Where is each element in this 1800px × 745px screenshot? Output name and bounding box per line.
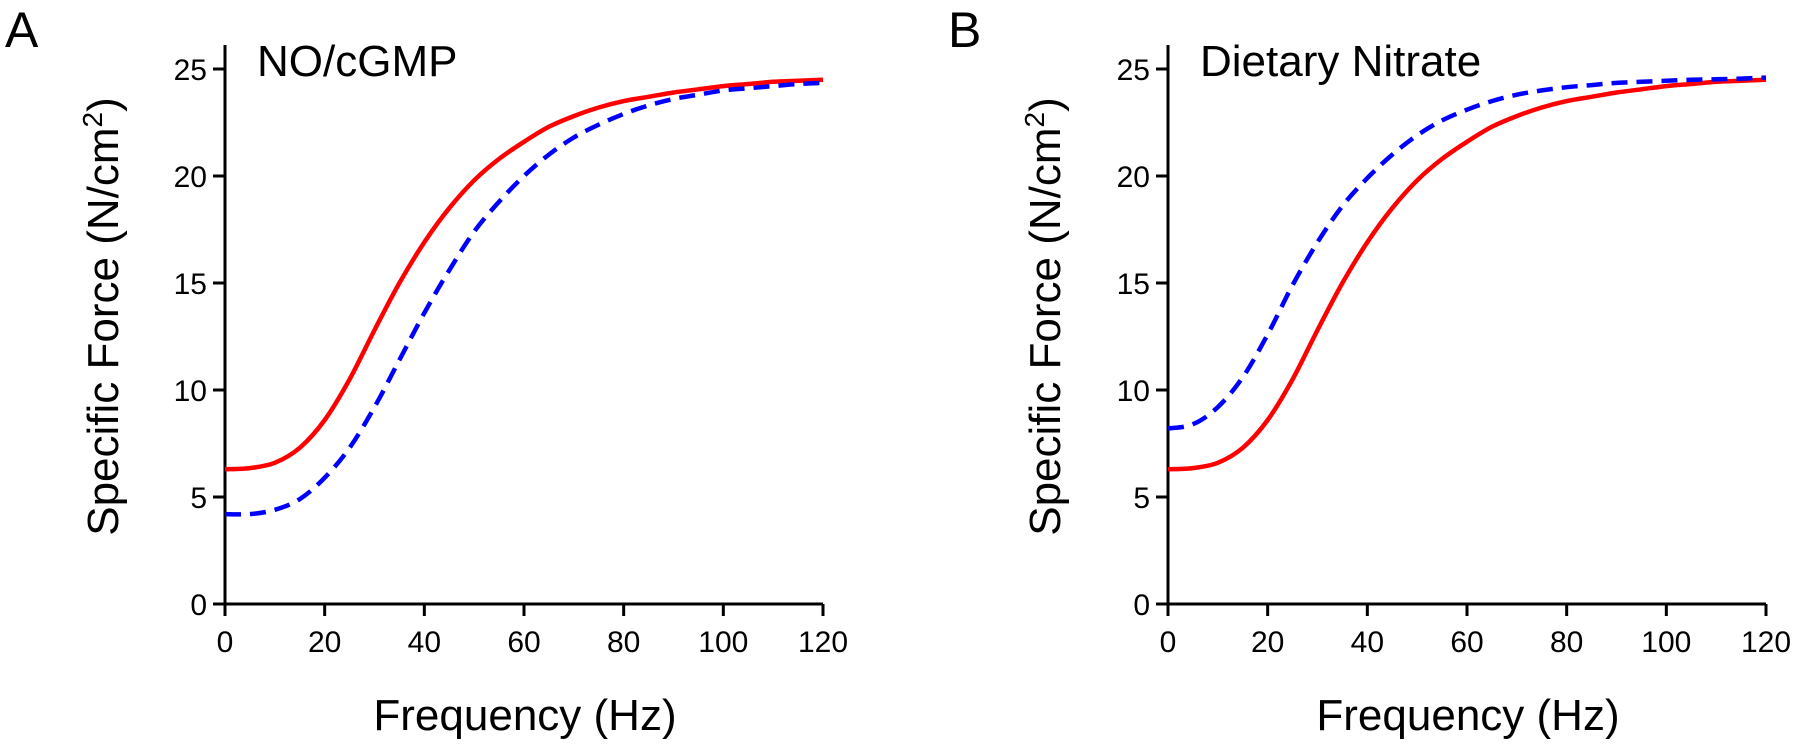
panel-label: B (948, 2, 981, 58)
x-axis-title: Frequency (Hz) (1316, 691, 1619, 740)
x-tick-label: 100 (698, 626, 748, 659)
x-tick-label: 40 (1351, 626, 1384, 659)
y-tick-label: 20 (174, 161, 207, 194)
chart-title: Dietary Nitrate (1200, 37, 1481, 86)
panel-a: A NO/cGMP 0 5 10 15 20 25 0 20 40 60 80 100 120 Frequen… (5, 2, 848, 740)
y-tick-label: 25 (174, 54, 207, 87)
y-tick-label: 0 (190, 589, 207, 622)
x-tick-label: 120 (798, 626, 848, 659)
y-tick-label: 5 (190, 482, 207, 515)
y-tick-label: 10 (174, 375, 207, 408)
y-tick-label: 15 (1117, 268, 1150, 301)
y-tick-label: 10 (1117, 375, 1150, 408)
y-axis-title: Specific Force (N/cm2) (77, 97, 128, 536)
panel-b: B Dietary Nitrate 0 5 10 15 20 25 0 20 40 60 80 100 12… (948, 2, 1791, 740)
x-axis-title: Frequency (Hz) (373, 691, 676, 740)
y-tick-label: 15 (174, 268, 207, 301)
x-tick-label: 40 (408, 626, 441, 659)
x-tick-label: 20 (308, 626, 341, 659)
series-line-red-solid (224, 77, 824, 472)
x-tick-label: 20 (1251, 626, 1284, 659)
series-line-red-solid (1167, 77, 1767, 472)
x-tick-label: 80 (1550, 626, 1583, 659)
x-tick-label: 60 (507, 626, 540, 659)
x-tick-label: 100 (1641, 626, 1691, 659)
y-tick-label: 0 (1133, 589, 1150, 622)
x-tick-label: 0 (217, 626, 234, 659)
x-tick-label: 60 (1450, 626, 1483, 659)
series-line-blue-dashed (224, 80, 824, 517)
panel-label: A (5, 2, 39, 58)
chart-title: NO/cGMP (257, 37, 457, 86)
y-tick-label: 25 (1117, 54, 1150, 87)
x-tick-label: 80 (607, 626, 640, 659)
series-line-blue-dashed (1167, 75, 1767, 431)
y-axis-title: Specific Force (N/cm2) (1019, 97, 1070, 536)
x-tick-label: 120 (1741, 626, 1791, 659)
y-tick-label: 5 (1133, 482, 1150, 515)
y-tick-label: 20 (1117, 161, 1150, 194)
x-tick-label: 0 (1160, 626, 1177, 659)
